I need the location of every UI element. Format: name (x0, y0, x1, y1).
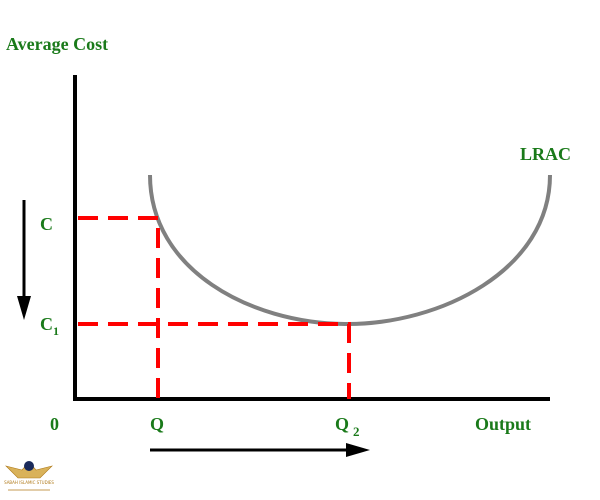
output-right-arrowhead-icon (346, 443, 370, 457)
curve-label: LRAC (520, 144, 571, 164)
watermark-logo-icon: SABAH ISLAMIC STUDIES (4, 461, 54, 491)
x-tick-q: Q (150, 414, 164, 434)
x-tick-q2-sub: 2 (353, 424, 360, 439)
lrac-curve (148, 174, 552, 327)
y-tick-c1: C1 (40, 314, 59, 338)
guide-c-q (78, 216, 160, 399)
origin-label: 0 (50, 414, 59, 434)
x-axis-label: Output (475, 414, 531, 434)
y-axis-label: Average Cost (6, 34, 108, 54)
y-tick-c1-sub: 1 (53, 324, 59, 338)
cost-down-arrowhead-icon (17, 296, 31, 320)
guide-c1-q2 (78, 322, 351, 399)
y-tick-c: C (40, 214, 53, 234)
watermark-text: SABAH ISLAMIC STUDIES (4, 480, 54, 485)
